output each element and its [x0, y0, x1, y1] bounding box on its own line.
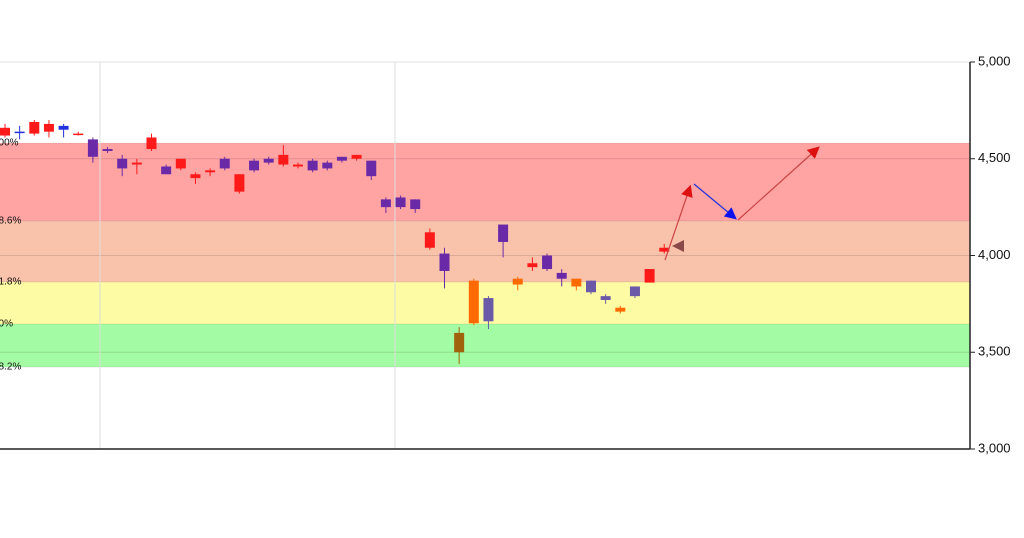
candle-body — [336, 156, 347, 161]
candle-body — [498, 224, 509, 242]
candle-body — [234, 174, 245, 192]
candle-body — [512, 278, 523, 285]
candle-body — [117, 158, 128, 169]
fib-label: 100% — [0, 138, 19, 149]
candle-body — [190, 174, 201, 179]
candle-body — [556, 272, 567, 279]
candle-body — [410, 199, 421, 210]
fib-band — [0, 323, 970, 367]
y-tick-label: 4,500 — [978, 150, 1011, 165]
candle-body — [454, 332, 465, 353]
candle-body — [542, 255, 553, 270]
candle-body — [468, 280, 479, 324]
fib-label: 78.6% — [0, 216, 21, 227]
y-tick-label: 5,000 — [978, 53, 1011, 68]
candle-body — [102, 149, 113, 152]
candle-body — [249, 160, 260, 171]
candle-body — [483, 298, 494, 322]
candle-body — [43, 123, 54, 132]
arrow — [664, 184, 693, 261]
candle-body — [205, 170, 216, 173]
candle-body — [146, 137, 157, 150]
fib-label: 61.8% — [0, 277, 21, 288]
y-tick-label: 3,000 — [978, 440, 1011, 455]
candle-body — [424, 232, 435, 248]
candle-body — [380, 199, 391, 208]
y-tick-label: 3,500 — [978, 344, 1011, 359]
candle-body — [87, 139, 98, 157]
y-tick-label: 4,000 — [978, 247, 1011, 262]
candle-body — [219, 158, 230, 169]
candle-body — [600, 296, 611, 301]
candle-body — [586, 280, 596, 293]
candle-body — [322, 162, 333, 169]
candle-body — [278, 154, 289, 165]
candle-body — [263, 158, 274, 163]
candle-body — [644, 269, 655, 283]
candle-body — [29, 121, 40, 134]
candle-body — [629, 286, 640, 297]
candle-body — [366, 160, 377, 177]
candle-body — [161, 166, 172, 175]
candle-body — [351, 154, 362, 159]
fib-label: 50% — [0, 319, 13, 330]
candle-body — [175, 158, 186, 169]
candle-body — [571, 278, 582, 287]
candle-body — [131, 162, 142, 165]
candle-body — [293, 164, 303, 167]
arrow — [737, 146, 820, 221]
marker — [672, 240, 684, 252]
candle-body — [307, 160, 318, 171]
candle-body — [439, 253, 450, 271]
candle-body — [659, 247, 670, 252]
candle-body — [615, 307, 626, 312]
candle-body — [58, 125, 69, 130]
candle-body — [0, 127, 10, 136]
candle-body — [395, 197, 406, 208]
candle-body — [73, 133, 84, 136]
fib-band — [0, 143, 970, 222]
candle-body — [14, 131, 25, 134]
fib-band — [0, 221, 970, 283]
arrow — [693, 183, 737, 220]
fib-label: 38.2% — [0, 362, 21, 373]
candle-body — [527, 263, 538, 268]
